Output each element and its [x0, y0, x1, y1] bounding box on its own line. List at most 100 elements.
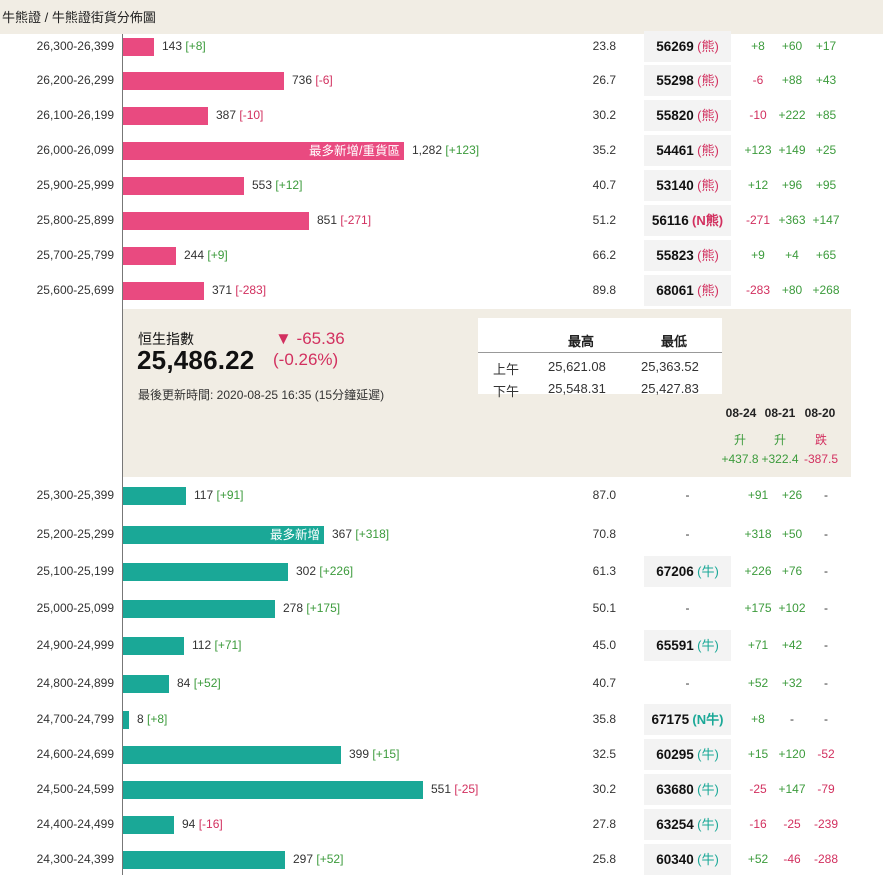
- warrant-code[interactable]: 54461: [656, 143, 694, 158]
- index-title: 恒生指數: [138, 331, 194, 347]
- bear-bar[interactable]: [123, 72, 284, 90]
- bull-bar[interactable]: 最多新增: [123, 526, 324, 544]
- count-change: [+123]: [445, 143, 480, 157]
- daily-change: +42: [781, 638, 803, 652]
- distance-percent: 25.8: [592, 852, 616, 866]
- bull-bar[interactable]: [123, 675, 169, 693]
- bull-bar[interactable]: [123, 637, 184, 655]
- bear-bar[interactable]: [123, 212, 309, 230]
- warrant-code-cell[interactable]: 68061 (熊): [644, 275, 731, 306]
- warrant-code-cell[interactable]: 55823 (熊): [644, 240, 731, 271]
- price-range: 25,200-25,299: [36, 527, 114, 541]
- breadcrumb[interactable]: 牛熊證 / 牛熊證街貨分佈圖: [2, 10, 156, 25]
- bull-bar[interactable]: [123, 600, 275, 618]
- bear-bar[interactable]: [123, 282, 204, 300]
- warrant-code[interactable]: 65591: [656, 638, 694, 653]
- warrant-code[interactable]: 55823: [656, 248, 694, 263]
- warrant-code[interactable]: 63254: [656, 817, 694, 832]
- warrant-code[interactable]: 55820: [656, 108, 694, 123]
- warrant-code-cell[interactable]: 56116 (N熊): [644, 205, 731, 236]
- bull-row: 24,300-24,399 297 [+52] 25.8 60340 (牛) +52 -4…: [0, 842, 883, 875]
- warrant-code-cell[interactable]: 67175 (N牛): [644, 704, 731, 735]
- warrant-code[interactable]: 53140: [656, 178, 694, 193]
- header-divider: [478, 352, 722, 353]
- warrant-code-cell[interactable]: 54461 (熊): [644, 135, 731, 166]
- price-range: 26,200-26,299: [36, 73, 114, 87]
- count-value: 1,282: [412, 143, 443, 157]
- bull-bar[interactable]: [123, 711, 129, 729]
- count-change: [+8]: [185, 39, 206, 53]
- warrant-code[interactable]: 56269: [656, 39, 694, 54]
- warrant-code[interactable]: 68061: [656, 283, 694, 298]
- daily-change: -: [824, 676, 828, 690]
- daily-change: +85: [815, 108, 837, 122]
- daily-change: -: [824, 488, 828, 502]
- bear-bar[interactable]: [123, 247, 176, 265]
- count-change: [+9]: [207, 248, 228, 262]
- warrant-code[interactable]: 55298: [656, 73, 694, 88]
- count-value: 278: [283, 601, 304, 615]
- warrant-code[interactable]: 56116: [651, 213, 689, 228]
- daily-change: -: [790, 712, 794, 726]
- warrant-type: (熊): [697, 178, 719, 193]
- distance-percent: 61.3: [592, 564, 616, 578]
- daily-change: +268: [812, 283, 840, 297]
- warrant-code-cell[interactable]: 67206 (牛): [644, 556, 731, 587]
- daily-change: -25: [783, 817, 801, 831]
- daily-change: +71: [747, 638, 769, 652]
- bull-row: 25,200-25,299 最多新增 367 [+318] 70.8 - +318 +50 -: [0, 517, 883, 552]
- count-change: [-16]: [198, 817, 223, 831]
- daily-change: +96: [781, 178, 803, 192]
- bull-bar[interactable]: [123, 851, 285, 869]
- am-high: 25,621.08: [548, 359, 606, 374]
- daily-change: +52: [747, 676, 769, 690]
- warrant-code[interactable]: 67175: [651, 712, 690, 727]
- warrant-code-cell: -: [644, 519, 731, 550]
- outstanding-count: 387 [-10]: [216, 98, 263, 133]
- index-panel: 恒生指數 25,486.22 ▼ -65.36 (-0.26%) 最後更新時間:…: [123, 309, 851, 477]
- warrant-code-cell[interactable]: 56269 (熊): [644, 31, 731, 62]
- empty-code: -: [685, 527, 690, 541]
- bull-bar[interactable]: [123, 563, 288, 581]
- bull-bar[interactable]: [123, 487, 186, 505]
- warrant-code-cell[interactable]: 63254 (牛): [644, 809, 731, 840]
- axis-line: [122, 34, 123, 875]
- index-value: 25,486.22: [137, 345, 255, 375]
- warrant-code[interactable]: 60295: [656, 747, 694, 762]
- bear-bar[interactable]: 最多新增/重貨區: [123, 142, 404, 160]
- count-value: 736: [292, 73, 313, 87]
- bear-row: 26,000-26,099 最多新增/重貨區 1,282 [+123] 35.2 544…: [0, 133, 883, 168]
- count-value: 851: [317, 213, 338, 227]
- count-change: [-6]: [315, 73, 333, 87]
- bear-bar[interactable]: [123, 38, 154, 56]
- bull-bar[interactable]: [123, 816, 174, 834]
- count-change: [+52]: [316, 852, 344, 866]
- daily-change: +76: [781, 564, 803, 578]
- warrant-code[interactable]: 60340: [656, 852, 694, 867]
- daily-change: +32: [781, 676, 803, 690]
- daily-change: +88: [781, 73, 803, 87]
- warrant-code-cell[interactable]: 63680 (牛): [644, 774, 731, 805]
- bull-bar[interactable]: [123, 781, 423, 799]
- warrant-code-cell[interactable]: 55820 (熊): [644, 100, 731, 131]
- price-range: 24,500-24,599: [36, 782, 114, 796]
- outstanding-count: 851 [-271]: [317, 203, 371, 238]
- count-change: [+71]: [214, 638, 242, 652]
- bear-bar[interactable]: [123, 107, 208, 125]
- warrant-code-cell[interactable]: 60340 (牛): [644, 844, 731, 875]
- bear-bar[interactable]: [123, 177, 244, 195]
- warrant-code-cell[interactable]: 65591 (牛): [644, 630, 731, 661]
- warrant-code-cell[interactable]: 60295 (牛): [644, 739, 731, 770]
- daily-change: +120: [778, 747, 806, 761]
- daily-change: +149: [778, 143, 806, 157]
- bull-bar[interactable]: [123, 746, 341, 764]
- distance-percent: 89.8: [592, 283, 616, 297]
- price-range: 25,600-25,699: [36, 283, 114, 297]
- bear-row: 26,200-26,299 736 [-6] 26.7 55298 (熊) -6 +88 +…: [0, 63, 883, 98]
- warrant-code[interactable]: 67206: [656, 564, 694, 579]
- warrant-code[interactable]: 63680: [656, 782, 694, 797]
- daily-change: -: [824, 527, 828, 541]
- low-header: 最低: [661, 334, 688, 349]
- warrant-code-cell[interactable]: 55298 (熊): [644, 65, 731, 96]
- warrant-code-cell[interactable]: 53140 (熊): [644, 170, 731, 201]
